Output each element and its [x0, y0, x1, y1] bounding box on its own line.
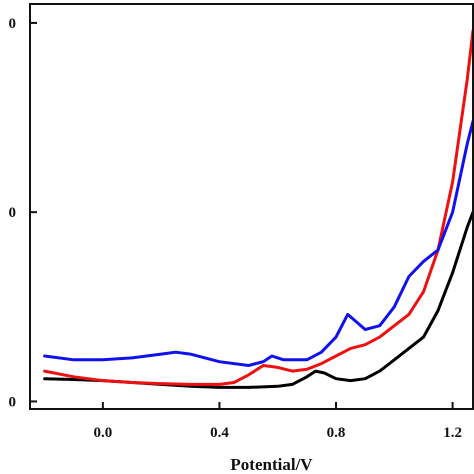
x-tick-label: 0.0 — [93, 425, 112, 441]
series-line-3 — [43, 119, 474, 367]
axes-layer — [29, 3, 474, 410]
x-ticks: 0.0 0.4 0.8 1.2 — [93, 402, 462, 441]
x-tick-label: 0.8 — [327, 425, 346, 441]
y-tick-label: 0 — [9, 205, 17, 221]
x-tick-label: 1.2 — [443, 425, 462, 441]
y-ticks: 0 0 0 — [9, 16, 37, 410]
plot-frame — [29, 3, 474, 410]
x-axis-title: Potential/V — [230, 455, 313, 474]
x-tick-label: 0.4 — [210, 425, 229, 441]
y-tick-label: 0 — [9, 16, 17, 32]
y-tick-label: 0 — [9, 394, 17, 410]
series-line-2 — [43, 29, 474, 386]
series-layer — [43, 29, 474, 389]
